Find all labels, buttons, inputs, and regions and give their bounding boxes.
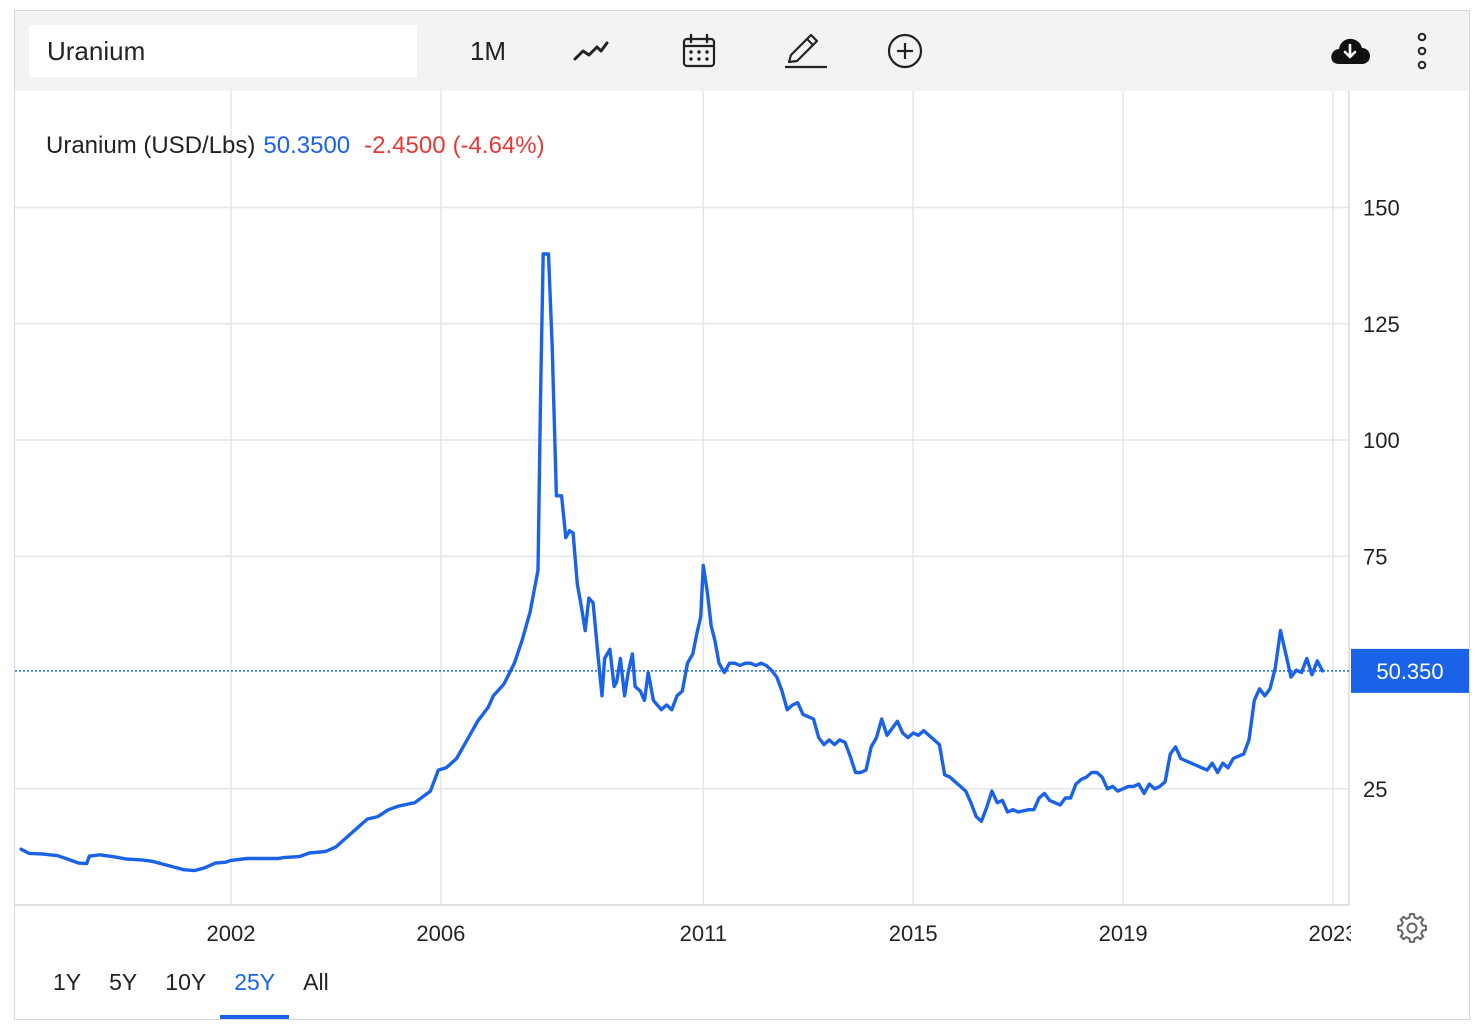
- line-chart-icon: [573, 41, 609, 61]
- x-tick-label: 2023: [1309, 921, 1358, 946]
- y-tick-label: 100: [1363, 428, 1400, 453]
- x-tick-label: 2002: [207, 921, 256, 946]
- series-line-uranium[interactable]: [19, 252, 1325, 873]
- range-selector: 1Y 5Y 10Y 25Y All: [39, 961, 343, 1019]
- chart-type-button[interactable]: [567, 25, 615, 77]
- draw-button[interactable]: [781, 25, 831, 77]
- range-button-1y[interactable]: 1Y: [53, 969, 82, 995]
- y-tick-label: 150: [1363, 196, 1400, 221]
- toolbar: Uranium 1M: [15, 11, 1469, 91]
- legend-price: 50.3500: [263, 132, 350, 159]
- last-price-label: 50.350: [1376, 659, 1443, 684]
- pencil-icon: [785, 33, 827, 69]
- y-tick-label: 25: [1363, 777, 1387, 802]
- settings-button[interactable]: [1397, 913, 1427, 943]
- range-button-10y[interactable]: 10Y: [165, 969, 207, 995]
- search-input[interactable]: Uranium: [29, 25, 417, 77]
- y-tick-label: 125: [1363, 312, 1400, 337]
- chart-widget: 25 75 100 125 150 2002 2006 2011 2015 2019 2023 50.…: [14, 10, 1470, 1020]
- legend-change: -2.4500: [364, 132, 445, 159]
- x-tick-label: 2011: [680, 921, 727, 946]
- more-vertical-icon: [1417, 32, 1427, 70]
- x-tick-label: 2015: [889, 921, 938, 946]
- gear-icon: [1397, 913, 1427, 943]
- plus-circle-icon: [887, 33, 923, 69]
- range-button-5y[interactable]: 5Y: [109, 969, 138, 995]
- last-price-badge: [1351, 648, 1469, 693]
- date-range-button[interactable]: [675, 25, 723, 77]
- chart-plot[interactable]: 25 75 100 125 150 2002 2006 2011 2015 2019 2023 50.…: [15, 11, 1470, 1020]
- range-button-all[interactable]: All: [303, 969, 329, 995]
- chart-legend: Uranium (USD/Lbs) 50.3500 -2.4500 (-4.64%): [46, 132, 545, 159]
- more-options-button[interactable]: [1407, 25, 1437, 77]
- legend-change-pct: (-4.64%): [453, 132, 545, 159]
- legend-name: Uranium (USD/Lbs): [46, 132, 255, 159]
- interval-button[interactable]: 1M: [469, 35, 507, 66]
- x-tick-label: 2019: [1099, 921, 1148, 946]
- x-tick-label: 2006: [416, 921, 465, 946]
- cloud-download-icon: [1331, 38, 1370, 64]
- y-tick-label: 75: [1363, 544, 1387, 569]
- download-button[interactable]: [1325, 25, 1375, 77]
- range-button-25y[interactable]: 25Y: [220, 961, 290, 1019]
- add-indicator-button[interactable]: [881, 25, 929, 77]
- calendar-icon: [682, 33, 716, 68]
